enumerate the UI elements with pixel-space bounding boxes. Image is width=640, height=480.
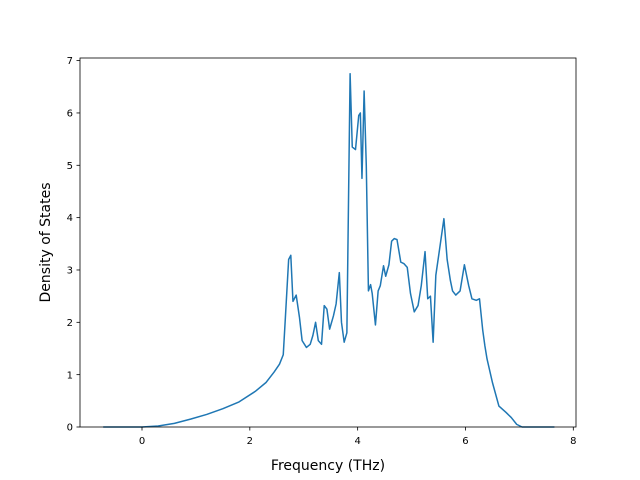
x-tick-label: 0 — [139, 436, 145, 447]
y-tick-label: 1 — [67, 370, 73, 381]
dos-series-line — [103, 72, 555, 428]
y-tick-label: 4 — [67, 213, 73, 224]
x-tick-label: 6 — [462, 436, 468, 447]
x-tick-label: 8 — [570, 436, 576, 447]
x-axis-label: Frequency (THz) — [271, 458, 385, 474]
y-tick-label: 0 — [67, 423, 73, 434]
y-tick-label: 2 — [67, 318, 73, 329]
x-tick-label: 2 — [247, 436, 253, 447]
plot-area — [103, 72, 555, 428]
y-tick-label: 7 — [67, 56, 73, 67]
y-tick-label: 5 — [67, 161, 73, 172]
x-axis-ticks: 0 2 4 6 8 — [139, 427, 576, 447]
y-tick-label: 3 — [67, 266, 73, 277]
x-tick-label: 4 — [354, 436, 360, 447]
y-axis-ticks: 0 1 2 3 4 5 6 7 — [67, 56, 80, 434]
axes-frame — [79, 57, 577, 428]
y-axis-label: Density of States — [38, 183, 54, 303]
y-tick-label: 6 — [67, 109, 73, 120]
